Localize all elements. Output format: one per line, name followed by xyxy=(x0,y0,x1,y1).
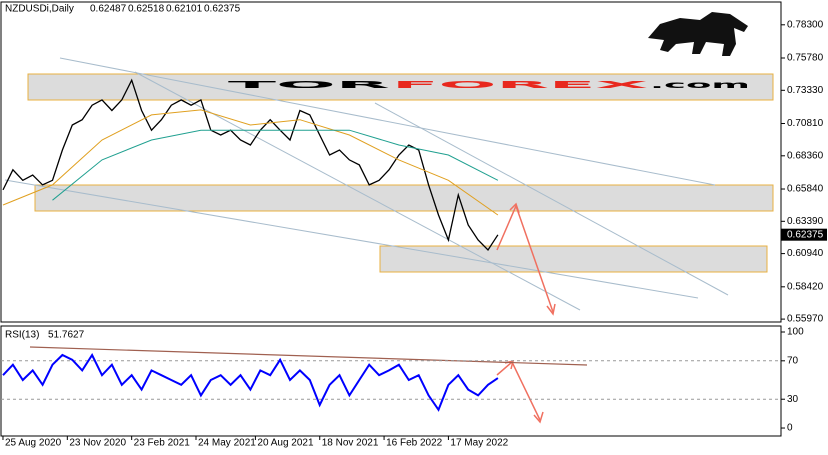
trend-line xyxy=(59,57,716,186)
y-tick-label: 0.75780 xyxy=(787,53,824,64)
target-zone xyxy=(379,245,768,273)
y-tick-label: 0.70810 xyxy=(787,118,824,129)
x-tick-label: 16 Feb 2022 xyxy=(386,438,443,449)
y-tick-label: 0.68360 xyxy=(787,150,824,161)
last-price-box xyxy=(781,228,827,241)
ohlc-open: 0.62487 xyxy=(90,4,127,15)
x-tick-label: 18 Nov 2021 xyxy=(322,438,379,449)
indicator-value: 51.7627 xyxy=(48,330,85,341)
logo-text: TOR xyxy=(228,80,392,91)
x-tick-label: 23 Feb 2021 xyxy=(134,438,191,449)
y-tick-label: 0.78300 xyxy=(787,19,824,30)
series-line xyxy=(2,109,499,216)
ohlc-close: 0.62375 xyxy=(204,4,241,15)
indicator-label: RSI(13) xyxy=(5,330,39,341)
last-price-label: 0.62375 xyxy=(787,229,824,240)
bull-icon xyxy=(648,12,748,56)
resistance-zone xyxy=(27,73,774,101)
y-tick-label: 100 xyxy=(787,327,804,338)
y-tick-label: 0 xyxy=(787,423,793,434)
x-tick-label: 20 Aug 2021 xyxy=(257,438,314,449)
arrow-head xyxy=(533,411,544,424)
series-line xyxy=(2,352,499,412)
trend-line xyxy=(134,71,581,311)
x-tick-label: 17 May 2022 xyxy=(450,438,508,449)
symbol-label: NZDUSDi,Daily xyxy=(5,4,74,15)
rsi-trend-line xyxy=(29,346,588,366)
y-tick-label: 30 xyxy=(787,394,799,405)
x-tick-label: 24 May 2021 xyxy=(198,438,256,449)
ohlc-low: 0.62101 xyxy=(166,4,203,15)
y-tick-label: 70 xyxy=(787,355,799,366)
y-tick-label: 0.55970 xyxy=(787,314,824,325)
series-line xyxy=(52,129,499,201)
y-tick-label: 0.58420 xyxy=(787,281,824,292)
logo: TOR FOREX .com xyxy=(228,12,750,91)
y-tick-label: 0.60940 xyxy=(787,248,824,259)
arrow-head xyxy=(509,202,520,214)
x-tick-label: 23 Nov 2020 xyxy=(69,438,126,449)
trend-lines xyxy=(4,57,729,311)
price-panel xyxy=(0,1,782,323)
logo-text: .com xyxy=(650,80,750,91)
logo-text: FOREX xyxy=(392,80,650,91)
y-tick-label: 0.65840 xyxy=(787,184,824,195)
trend-line xyxy=(374,102,729,296)
x-tick-label: 25 Aug 2020 xyxy=(5,438,62,449)
trend-line xyxy=(4,179,699,299)
ohlc-high: 0.62518 xyxy=(128,4,165,15)
support-zone xyxy=(34,184,774,212)
arrow-head xyxy=(546,303,556,316)
y-tick-label: 0.73330 xyxy=(787,85,824,96)
y-tick-label: 0.63390 xyxy=(787,216,824,227)
rsi-panel xyxy=(0,325,782,437)
